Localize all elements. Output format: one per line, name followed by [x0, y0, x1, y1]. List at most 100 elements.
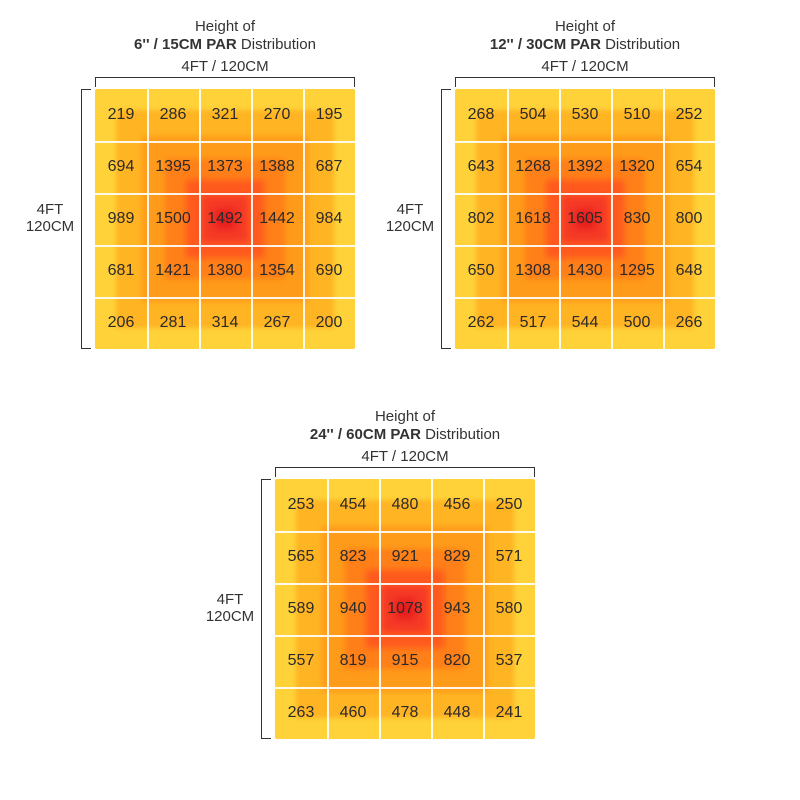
- par-value: 1373: [199, 141, 251, 193]
- par-value: 1395: [147, 141, 199, 193]
- left-bracket: [81, 89, 91, 349]
- par-value: 915: [379, 635, 431, 687]
- par-value: 1320: [611, 141, 663, 193]
- value-grid: 2192863212701956941395137313886879891500…: [95, 89, 355, 349]
- heatmap: 2685045305102526431268139213206548021618…: [455, 89, 715, 349]
- par-value: 241: [483, 687, 535, 739]
- par-value: 1605: [559, 193, 611, 245]
- par-value: 478: [379, 687, 431, 739]
- par-value: 690: [303, 245, 355, 297]
- par-value: 687: [303, 141, 355, 193]
- height-dimension-label: 4FT120CM: [203, 591, 257, 626]
- par-value: 1354: [251, 245, 303, 297]
- par-value: 1442: [251, 193, 303, 245]
- par-value: 270: [251, 89, 303, 141]
- par-value: 460: [327, 687, 379, 739]
- par-value: 314: [199, 297, 251, 349]
- height-label: 12'' / 30CM PAR: [490, 36, 601, 53]
- par-chart-c: Height of24'' / 60CM PAR Distribution 4FT…: [275, 408, 535, 739]
- top-bracket: [275, 467, 535, 477]
- par-value: 517: [507, 297, 559, 349]
- par-chart-b: Height of12'' / 30CM PAR Distribution 4FT…: [455, 18, 715, 349]
- width-dimension-label: 4FT / 120CM: [95, 58, 355, 75]
- par-value: 195: [303, 89, 355, 141]
- title-suffix: Distribution: [605, 36, 680, 53]
- par-value: 456: [431, 479, 483, 531]
- par-value: 940: [327, 583, 379, 635]
- par-value: 448: [431, 687, 483, 739]
- par-value: 694: [95, 141, 147, 193]
- heatmap: 2534544804562505658239218295715899401078…: [275, 479, 535, 739]
- par-value: 250: [483, 479, 535, 531]
- par-value: 1380: [199, 245, 251, 297]
- par-value: 654: [663, 141, 715, 193]
- height-label: 24'' / 60CM PAR: [310, 426, 421, 443]
- left-bracket: [261, 479, 271, 739]
- par-value: 1295: [611, 245, 663, 297]
- par-value: 219: [95, 89, 147, 141]
- title-prefix: Height of: [275, 408, 535, 426]
- height-dimension-label: 4FT120CM: [23, 201, 77, 236]
- par-value: 571: [483, 531, 535, 583]
- title-suffix: Distribution: [241, 36, 316, 53]
- par-value: 984: [303, 193, 355, 245]
- side-dim-line2: 120CM: [203, 608, 257, 625]
- par-value: 802: [455, 193, 507, 245]
- par-value: 989: [95, 193, 147, 245]
- chart-title: Height of12'' / 30CM PAR Distribution: [455, 18, 715, 54]
- par-value: 1392: [559, 141, 611, 193]
- par-value: 1500: [147, 193, 199, 245]
- par-value: 500: [611, 297, 663, 349]
- top-bracket: [95, 77, 355, 87]
- par-value: 648: [663, 245, 715, 297]
- par-chart-a: Height of6'' / 15CM PAR Distribution 4FT …: [95, 18, 355, 349]
- par-value: 1388: [251, 141, 303, 193]
- par-value: 1492: [199, 193, 251, 245]
- title-prefix: Height of: [95, 18, 355, 36]
- height-dimension-label: 4FT120CM: [383, 201, 437, 236]
- par-value: 263: [275, 687, 327, 739]
- left-bracket: [441, 89, 451, 349]
- side-dim-line1: 4FT: [203, 591, 257, 608]
- par-value: 537: [483, 635, 535, 687]
- par-value: 823: [327, 531, 379, 583]
- par-value: 480: [379, 479, 431, 531]
- value-grid: 2685045305102526431268139213206548021618…: [455, 89, 715, 349]
- par-value: 252: [663, 89, 715, 141]
- par-value: 206: [95, 297, 147, 349]
- par-value: 454: [327, 479, 379, 531]
- width-dimension-label: 4FT / 120CM: [455, 58, 715, 75]
- par-value: 557: [275, 635, 327, 687]
- top-bracket: [455, 77, 715, 87]
- par-value: 1618: [507, 193, 559, 245]
- par-value: 544: [559, 297, 611, 349]
- chart-title: Height of6'' / 15CM PAR Distribution: [95, 18, 355, 54]
- title-suffix: Distribution: [425, 426, 500, 443]
- par-value: 681: [95, 245, 147, 297]
- par-value: 819: [327, 635, 379, 687]
- chart-title: Height of24'' / 60CM PAR Distribution: [275, 408, 535, 444]
- par-value: 565: [275, 531, 327, 583]
- par-value: 1430: [559, 245, 611, 297]
- par-value: 650: [455, 245, 507, 297]
- par-value: 262: [455, 297, 507, 349]
- par-value: 200: [303, 297, 355, 349]
- par-value: 829: [431, 531, 483, 583]
- side-dim-line1: 4FT: [383, 201, 437, 218]
- value-grid: 2534544804562505658239218295715899401078…: [275, 479, 535, 739]
- width-dimension-label: 4FT / 120CM: [275, 448, 535, 465]
- par-value: 589: [275, 583, 327, 635]
- par-value: 253: [275, 479, 327, 531]
- par-value: 1268: [507, 141, 559, 193]
- par-value: 267: [251, 297, 303, 349]
- par-value: 281: [147, 297, 199, 349]
- heatmap: 2192863212701956941395137313886879891500…: [95, 89, 355, 349]
- side-dim-line1: 4FT: [23, 201, 77, 218]
- par-value: 504: [507, 89, 559, 141]
- par-value: 820: [431, 635, 483, 687]
- par-value: 1421: [147, 245, 199, 297]
- par-value: 268: [455, 89, 507, 141]
- par-value: 530: [559, 89, 611, 141]
- par-value: 921: [379, 531, 431, 583]
- par-value: 580: [483, 583, 535, 635]
